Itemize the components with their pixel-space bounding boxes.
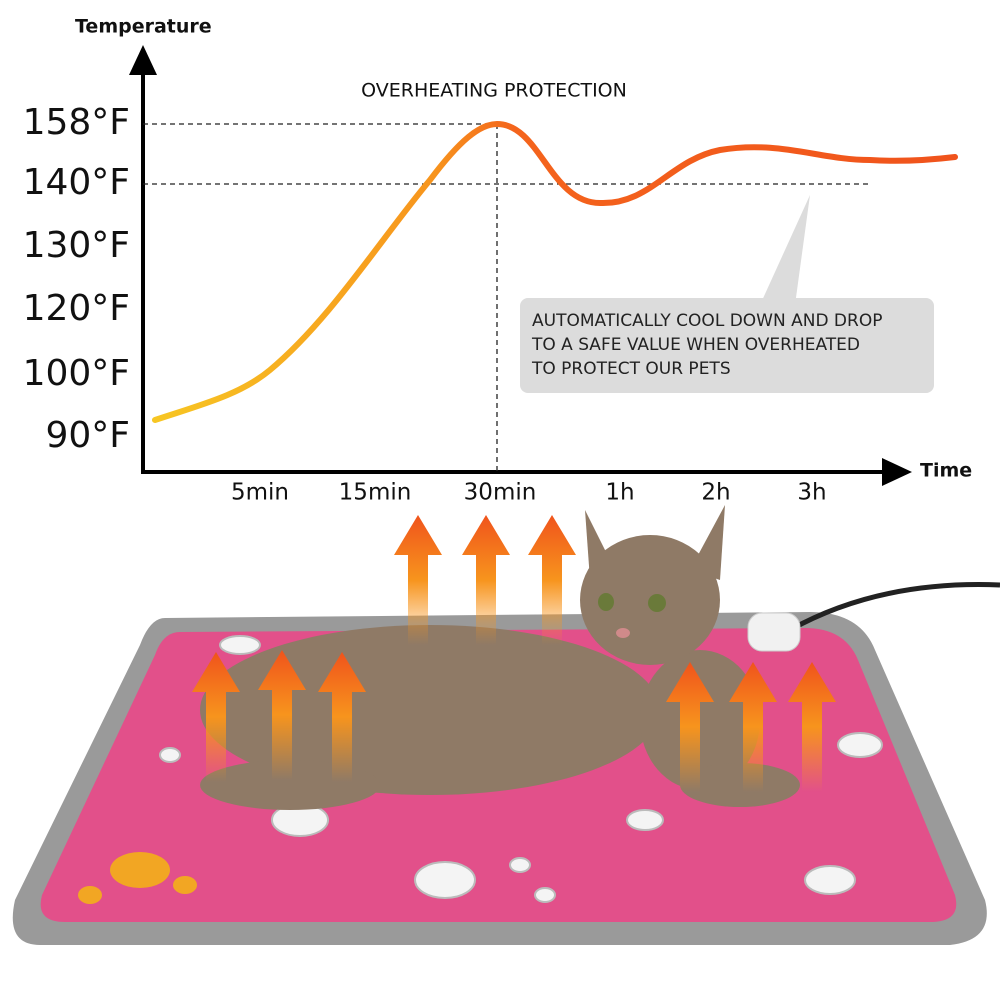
y-tick-label: 158°F — [23, 102, 130, 143]
y-tick-label: 130°F — [23, 225, 130, 266]
x-tick-label: 5min — [231, 480, 289, 506]
peak-annotation: OVERHEATING PROTECTION — [361, 80, 627, 102]
y-axis-label: Temperature — [75, 16, 212, 38]
x-tick-label: 3h — [797, 480, 826, 506]
y-tick-label: 140°F — [23, 162, 130, 203]
guides — [143, 123, 872, 472]
x-arrow — [882, 458, 912, 486]
x-axis-label: Time — [920, 460, 972, 482]
y-tick-label: 90°F — [45, 415, 130, 456]
callout-pointer — [760, 195, 810, 305]
x-tick-label: 30min — [464, 480, 537, 506]
x-tick-label: 1h — [605, 480, 634, 506]
temperature-curve — [152, 120, 958, 423]
x-tick-label: 15min — [339, 480, 412, 506]
callout-line: TO A SAFE VALUE WHEN OVERHEATED — [531, 335, 860, 355]
callout-line: TO PROTECT OUR PETS — [531, 359, 731, 379]
callout-line: AUTOMATICALLY COOL DOWN AND DROP — [532, 311, 882, 331]
y-tick-label: 100°F — [23, 353, 130, 394]
x-tick-label: 2h — [701, 480, 730, 506]
switch — [747, 612, 801, 652]
cat-eyes — [598, 593, 666, 638]
y-arrow — [129, 45, 157, 75]
cable — [788, 582, 1000, 633]
orange-paws — [78, 852, 197, 904]
y-tick-label: 120°F — [23, 288, 130, 329]
callout-box — [520, 298, 934, 393]
paw-prints — [159, 635, 883, 903]
